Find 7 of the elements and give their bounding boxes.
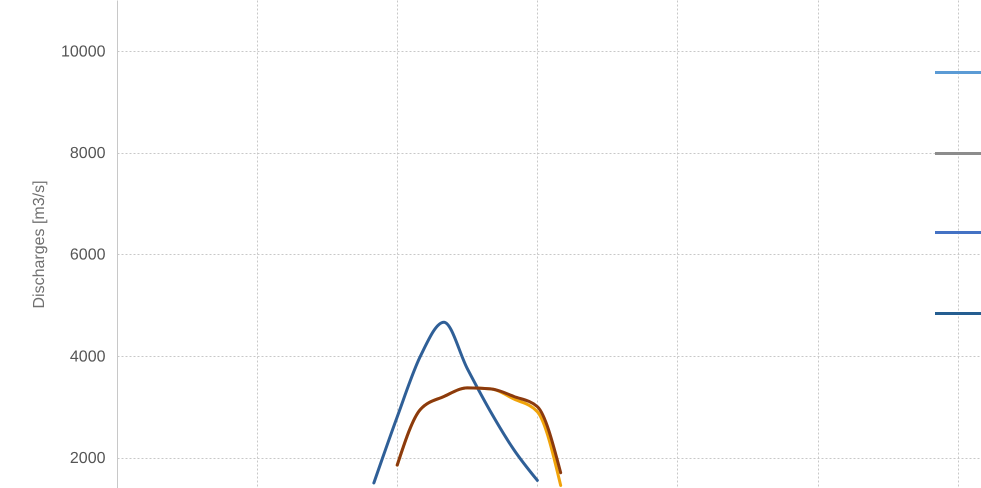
line-series [372, 320, 539, 484]
y-tick-label: 6000 [70, 246, 106, 264]
y-tick-label: 8000 [70, 145, 106, 162]
y-tick-label: 10000 [61, 43, 106, 60]
y-axis-title: Discharges [m3/s] [31, 180, 48, 309]
y-tick-label: 4000 [70, 348, 106, 366]
y-tick-label: 2000 [70, 450, 106, 467]
